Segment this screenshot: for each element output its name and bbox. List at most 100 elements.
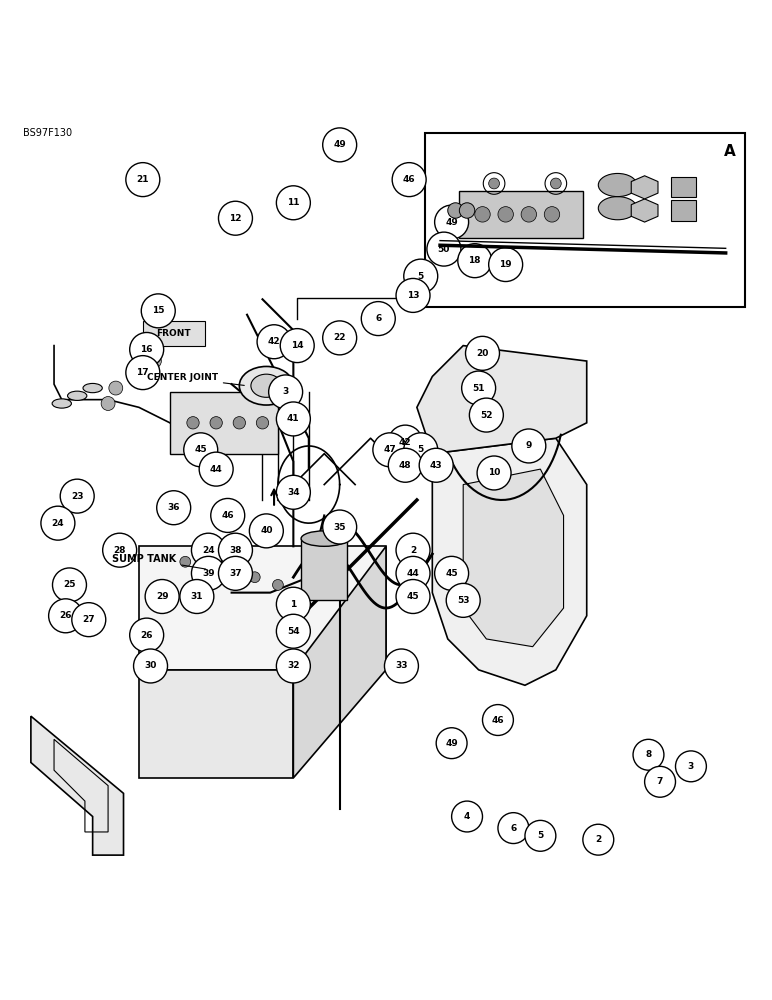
Circle shape — [645, 766, 676, 797]
Circle shape — [218, 533, 252, 567]
Text: 30: 30 — [144, 661, 157, 670]
Polygon shape — [139, 546, 386, 670]
Circle shape — [323, 510, 357, 544]
Circle shape — [396, 533, 430, 567]
Text: 3: 3 — [688, 762, 694, 771]
Text: 46: 46 — [403, 175, 415, 184]
Text: 33: 33 — [395, 661, 408, 670]
Text: 1: 1 — [290, 600, 296, 609]
Text: 19: 19 — [499, 260, 512, 269]
Text: 29: 29 — [156, 592, 168, 601]
Polygon shape — [631, 176, 658, 199]
Circle shape — [396, 580, 430, 613]
Circle shape — [276, 614, 310, 648]
Circle shape — [191, 533, 225, 567]
Polygon shape — [463, 469, 564, 647]
Circle shape — [276, 475, 310, 509]
Text: 23: 23 — [71, 492, 83, 501]
Text: FRONT: FRONT — [157, 329, 191, 338]
Text: 6: 6 — [510, 824, 516, 833]
Circle shape — [147, 354, 161, 368]
Text: 24: 24 — [52, 519, 64, 528]
Text: 54: 54 — [287, 627, 300, 636]
Circle shape — [489, 178, 499, 189]
Circle shape — [273, 580, 283, 590]
Circle shape — [396, 278, 430, 312]
Text: 48: 48 — [399, 461, 411, 470]
Polygon shape — [31, 716, 124, 855]
Circle shape — [256, 417, 269, 429]
Circle shape — [130, 332, 164, 366]
Text: 14: 14 — [291, 341, 303, 350]
Circle shape — [448, 203, 463, 218]
Text: 20: 20 — [476, 349, 489, 358]
Polygon shape — [459, 191, 583, 238]
Circle shape — [249, 514, 283, 548]
Ellipse shape — [67, 391, 86, 400]
Circle shape — [103, 533, 137, 567]
Circle shape — [489, 248, 523, 282]
Circle shape — [482, 705, 513, 735]
Text: 43: 43 — [430, 461, 442, 470]
FancyBboxPatch shape — [425, 133, 745, 307]
Circle shape — [184, 433, 218, 467]
Circle shape — [257, 325, 291, 359]
Polygon shape — [170, 392, 278, 454]
Circle shape — [101, 397, 115, 410]
Text: 42: 42 — [268, 337, 280, 346]
Circle shape — [419, 448, 453, 482]
Circle shape — [388, 425, 422, 459]
Text: 6: 6 — [375, 314, 381, 323]
Circle shape — [323, 321, 357, 355]
Text: 5: 5 — [418, 272, 424, 281]
Text: 28: 28 — [113, 546, 126, 555]
Circle shape — [276, 186, 310, 220]
Polygon shape — [139, 670, 293, 778]
Ellipse shape — [598, 197, 637, 220]
Circle shape — [226, 564, 237, 575]
Text: CENTER JOINT: CENTER JOINT — [147, 373, 244, 385]
Circle shape — [392, 163, 426, 197]
Text: 9: 9 — [526, 441, 532, 450]
FancyBboxPatch shape — [671, 177, 696, 197]
Circle shape — [180, 580, 214, 613]
Text: 12: 12 — [229, 214, 242, 223]
Circle shape — [218, 556, 252, 590]
Circle shape — [477, 456, 511, 490]
Circle shape — [109, 381, 123, 395]
Text: 3: 3 — [283, 387, 289, 396]
Text: 49: 49 — [445, 739, 458, 748]
Text: 34: 34 — [287, 488, 300, 497]
Circle shape — [475, 207, 490, 222]
Text: 46: 46 — [492, 716, 504, 725]
Polygon shape — [631, 199, 658, 222]
Circle shape — [446, 583, 480, 617]
Text: 27: 27 — [83, 615, 95, 624]
Text: 22: 22 — [334, 333, 346, 342]
Text: 21: 21 — [137, 175, 149, 184]
Text: 35: 35 — [334, 523, 346, 532]
Circle shape — [269, 375, 303, 409]
Polygon shape — [293, 546, 386, 778]
Text: 5: 5 — [418, 445, 424, 454]
Circle shape — [458, 244, 492, 278]
Ellipse shape — [52, 399, 71, 408]
Circle shape — [633, 739, 664, 770]
Circle shape — [203, 556, 214, 567]
Text: 2: 2 — [595, 835, 601, 844]
Text: 24: 24 — [202, 546, 215, 555]
Text: 52: 52 — [480, 411, 493, 420]
Circle shape — [384, 649, 418, 683]
Circle shape — [404, 259, 438, 293]
Text: 5: 5 — [537, 831, 543, 840]
Circle shape — [210, 417, 222, 429]
Circle shape — [583, 824, 614, 855]
Circle shape — [521, 207, 537, 222]
Circle shape — [49, 599, 83, 633]
Text: 38: 38 — [229, 546, 242, 555]
Text: 36: 36 — [168, 503, 180, 512]
Circle shape — [130, 618, 164, 652]
FancyBboxPatch shape — [143, 321, 205, 346]
Text: 11: 11 — [287, 198, 300, 207]
Circle shape — [180, 556, 191, 567]
